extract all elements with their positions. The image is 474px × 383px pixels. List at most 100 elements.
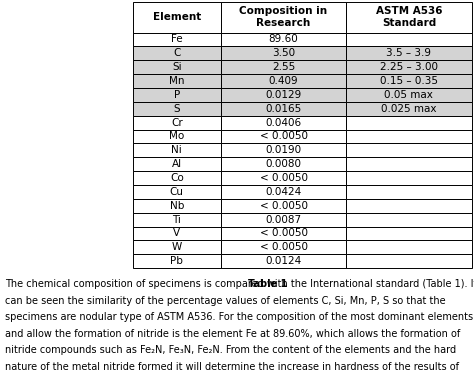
Text: 0.0129: 0.0129: [265, 90, 301, 100]
Text: 0.0087: 0.0087: [265, 214, 301, 224]
Bar: [221, 74, 346, 88]
Text: 0.05 max: 0.05 max: [384, 90, 433, 100]
Bar: [133, 60, 221, 74]
Text: 0.409: 0.409: [269, 76, 298, 86]
Bar: [346, 213, 472, 226]
Bar: [221, 129, 346, 143]
Text: Co: Co: [170, 173, 183, 183]
Bar: [221, 33, 346, 46]
Text: Mn: Mn: [169, 76, 184, 86]
Bar: [133, 226, 221, 241]
Text: Al: Al: [172, 159, 182, 169]
Bar: [221, 254, 346, 268]
Text: < 0.0050: < 0.0050: [260, 131, 308, 141]
Bar: [346, 33, 472, 46]
Text: 89.60: 89.60: [269, 34, 299, 44]
Bar: [133, 129, 221, 143]
Bar: [133, 88, 221, 102]
Bar: [346, 74, 472, 88]
Bar: [133, 102, 221, 116]
Text: < 0.0050: < 0.0050: [260, 201, 308, 211]
Text: 0.15 – 0.35: 0.15 – 0.35: [380, 76, 438, 86]
Text: V: V: [173, 228, 180, 239]
Text: 0.0124: 0.0124: [265, 256, 301, 266]
Bar: [133, 185, 221, 199]
Bar: [346, 157, 472, 171]
Bar: [346, 171, 472, 185]
Bar: [221, 185, 346, 199]
Bar: [221, 171, 346, 185]
Text: nitride compounds such as Fe₂N, Fe₃N, Fe₂N. From the content of the elements and: nitride compounds such as Fe₂N, Fe₃N, Fe…: [5, 345, 456, 355]
Text: 3.5 – 3.9: 3.5 – 3.9: [386, 48, 431, 58]
Text: 0.0165: 0.0165: [265, 104, 301, 114]
Bar: [221, 60, 346, 74]
Bar: [346, 226, 472, 241]
Bar: [133, 2, 221, 33]
Text: 0.0424: 0.0424: [265, 187, 301, 197]
Text: Cr: Cr: [171, 118, 182, 128]
Bar: [221, 241, 346, 254]
Text: 0.0190: 0.0190: [265, 145, 301, 155]
Text: 0.025 max: 0.025 max: [381, 104, 437, 114]
Text: S: S: [173, 104, 180, 114]
Bar: [346, 102, 472, 116]
Text: Fe: Fe: [171, 34, 182, 44]
Bar: [346, 199, 472, 213]
Text: C: C: [173, 48, 181, 58]
Bar: [133, 213, 221, 226]
Bar: [346, 60, 472, 74]
Text: ASTM A536
Standard: ASTM A536 Standard: [376, 7, 442, 28]
Bar: [221, 88, 346, 102]
Text: and allow the formation of nitride is the element Fe at 89.60%, which allows the: and allow the formation of nitride is th…: [5, 329, 460, 339]
Text: < 0.0050: < 0.0050: [260, 242, 308, 252]
Bar: [133, 143, 221, 157]
Bar: [346, 2, 472, 33]
Bar: [133, 171, 221, 185]
Bar: [346, 241, 472, 254]
Text: P: P: [173, 90, 180, 100]
Text: < 0.0050: < 0.0050: [260, 173, 308, 183]
Bar: [221, 2, 346, 33]
Bar: [133, 74, 221, 88]
Text: W: W: [172, 242, 182, 252]
Bar: [346, 129, 472, 143]
Bar: [221, 46, 346, 60]
Bar: [346, 143, 472, 157]
Text: 2.25 – 3.00: 2.25 – 3.00: [380, 62, 438, 72]
Text: Table 1: Table 1: [247, 279, 287, 289]
Bar: [221, 226, 346, 241]
Bar: [221, 116, 346, 129]
Bar: [133, 241, 221, 254]
Text: 0.0406: 0.0406: [265, 118, 301, 128]
Text: The chemical composition of specimens is compared with the International standar: The chemical composition of specimens is…: [5, 279, 474, 289]
Bar: [221, 157, 346, 171]
Text: < 0.0050: < 0.0050: [260, 228, 308, 239]
Text: Cu: Cu: [170, 187, 184, 197]
Text: Si: Si: [172, 62, 182, 72]
Text: Element: Element: [153, 12, 201, 22]
Bar: [133, 157, 221, 171]
Bar: [346, 116, 472, 129]
Text: specimens are nodular type of ASTM A536. For the composition of the most dominan: specimens are nodular type of ASTM A536.…: [5, 312, 473, 322]
Text: nature of the metal nitride formed it will determine the increase in hardness of: nature of the metal nitride formed it wi…: [5, 362, 459, 372]
Bar: [133, 46, 221, 60]
Bar: [221, 143, 346, 157]
Text: can be seen the similarity of the percentage values of elements C, Si, Mn, P, S : can be seen the similarity of the percen…: [5, 296, 446, 306]
Text: 2.55: 2.55: [272, 62, 295, 72]
Bar: [221, 102, 346, 116]
Bar: [221, 199, 346, 213]
Bar: [133, 199, 221, 213]
Text: 0.0080: 0.0080: [265, 159, 301, 169]
Bar: [346, 254, 472, 268]
Bar: [133, 254, 221, 268]
Text: Composition in
Research: Composition in Research: [239, 7, 328, 28]
Bar: [133, 33, 221, 46]
Text: Ni: Ni: [172, 145, 182, 155]
Bar: [346, 185, 472, 199]
Text: Mo: Mo: [169, 131, 184, 141]
Text: Ti: Ti: [173, 214, 181, 224]
Bar: [346, 88, 472, 102]
Bar: [221, 213, 346, 226]
Bar: [133, 116, 221, 129]
Text: Pb: Pb: [170, 256, 183, 266]
